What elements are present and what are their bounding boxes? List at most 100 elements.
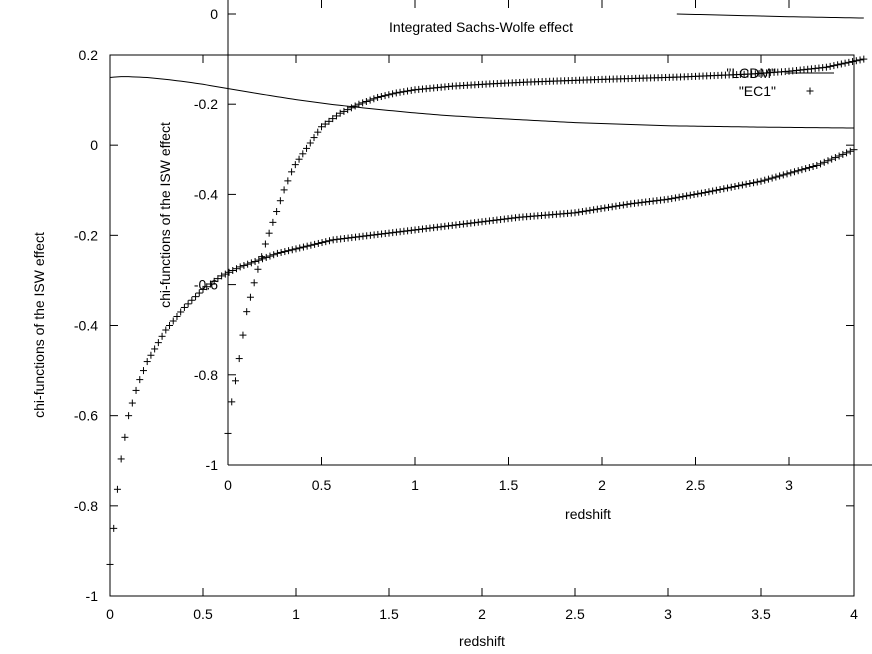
outer-ec1-point (679, 193, 687, 201)
legend-swatch-ec1 (806, 87, 814, 95)
outer-plot-frame (109, 54, 855, 597)
outer-ec1-point (705, 188, 713, 196)
inset-point (295, 155, 303, 163)
inset-point (269, 218, 277, 226)
outer-chart: 0 0.5 1 1.5 2 2.5 3 3.5 4-1-0.8-0.6-0.4-0.200.2 … (31, 47, 858, 649)
outer-ec1-point (727, 183, 735, 191)
outer-x-tick-label: 2 (478, 606, 486, 622)
outer-ec1-point (251, 257, 259, 265)
outer-ec1-point (761, 176, 769, 184)
inset-x-tick-label: 1 (411, 477, 419, 493)
outer-ec1-point (839, 150, 847, 158)
inset-point (852, 57, 860, 65)
inset-point (310, 134, 318, 142)
inset-point (306, 139, 314, 147)
outer-ec1-point (203, 283, 211, 291)
outer-ec1-point (820, 158, 828, 166)
outer-ec1-point (281, 248, 289, 256)
outer-ec1-point (742, 180, 750, 188)
outer-y-tick-label: 0 (90, 137, 98, 153)
inset-point (258, 253, 266, 261)
inset-point (381, 92, 389, 100)
outer-ec1-point (593, 205, 601, 213)
outer-ec1-point (139, 367, 147, 375)
inset-point (351, 102, 359, 110)
inset-y-axis-label: chi-functions of the ISW effect (157, 122, 173, 308)
outer-ec1-point (173, 312, 181, 320)
inset-point (396, 88, 404, 96)
inset-point (276, 197, 284, 205)
outer-ec1-point (303, 242, 311, 250)
outer-ec1-point (582, 207, 590, 215)
inset-point (407, 86, 415, 94)
outer-ec1-point (575, 208, 583, 216)
outer-ec1-point (757, 177, 765, 185)
outer-ec1-point (619, 201, 627, 209)
outer-ec1-point (716, 185, 724, 193)
outer-ec1-point (794, 167, 802, 175)
outer-y-axis-label: chi-functions of the ISW effect (31, 232, 47, 418)
inset-y-tick-label: -1 (206, 457, 219, 473)
inset-point (235, 355, 243, 363)
outer-ec1-point (824, 157, 832, 165)
inset-point (385, 91, 393, 99)
outer-ticks: 0 0.5 1 1.5 2 2.5 3 3.5 4 -1 -0.8 -0.6 -0.4 -0.2 0 0.2 (74, 47, 858, 622)
outer-ec1-point (266, 252, 274, 260)
outer-ec1-point (671, 194, 679, 202)
inset-point (314, 128, 322, 136)
outer-ec1-point (247, 259, 255, 267)
inset-point (321, 120, 329, 128)
inset-point (362, 97, 370, 105)
outer-ec1-point (697, 189, 705, 197)
outer-ec1-point (578, 208, 586, 216)
inset-line-series (676, 13, 864, 19)
outer-ec1-point (612, 202, 620, 210)
inset-point (856, 56, 864, 64)
outer-ec1-point (154, 339, 162, 347)
outer-ec1-point (571, 209, 579, 217)
inset-point (822, 63, 830, 71)
outer-ec1-point (720, 185, 728, 193)
inset-point (291, 161, 299, 169)
outer-ec1-point (735, 182, 743, 190)
outer-ec1-point (270, 251, 278, 259)
outer-ec1-point (288, 246, 296, 254)
outer-ec1-point (608, 203, 616, 211)
outer-ec1-point (214, 275, 222, 283)
outer-ec1-point (753, 178, 761, 186)
outer-ec1-point (192, 293, 200, 301)
inset-point (837, 60, 845, 68)
outer-lcdm-line (109, 76, 855, 129)
inset-point (284, 177, 292, 185)
inset-line (676, 13, 864, 19)
outer-ec1-point (273, 249, 281, 257)
inset-point (332, 112, 340, 120)
outer-ec1-point (125, 412, 133, 420)
outer-ec1-point (199, 285, 207, 293)
inset-point (392, 89, 400, 97)
outer-ec1-point (240, 262, 248, 270)
outer-ec1-point (113, 485, 121, 493)
outer-y-tick-label: -0.8 (74, 498, 98, 514)
outer-ec1-point (604, 203, 612, 211)
outer-ec1-point (307, 241, 315, 249)
outer-ec1-point (169, 317, 177, 325)
inset-x-tick-label: 3 (785, 477, 793, 493)
outer-ec1-point (180, 303, 188, 311)
outer-ec1-point (843, 149, 851, 157)
inset-point (347, 104, 355, 112)
outer-ec1-point (776, 172, 784, 180)
inset-point (325, 117, 333, 125)
legend-label-ec1: "EC1" (739, 83, 776, 99)
outer-y-tick-label: -0.6 (74, 408, 98, 424)
outer-ec1-point (314, 239, 322, 247)
outer-ec1-point (712, 186, 720, 194)
outer-ec1-point (675, 193, 683, 201)
outer-ec1-point (731, 182, 739, 190)
outer-x-axis-label: redshift (459, 633, 505, 649)
inset-point (370, 95, 378, 103)
outer-ec1-point (121, 433, 129, 441)
inset-point (224, 429, 232, 437)
inset-point (826, 62, 834, 70)
outer-ec1-point (188, 296, 196, 304)
